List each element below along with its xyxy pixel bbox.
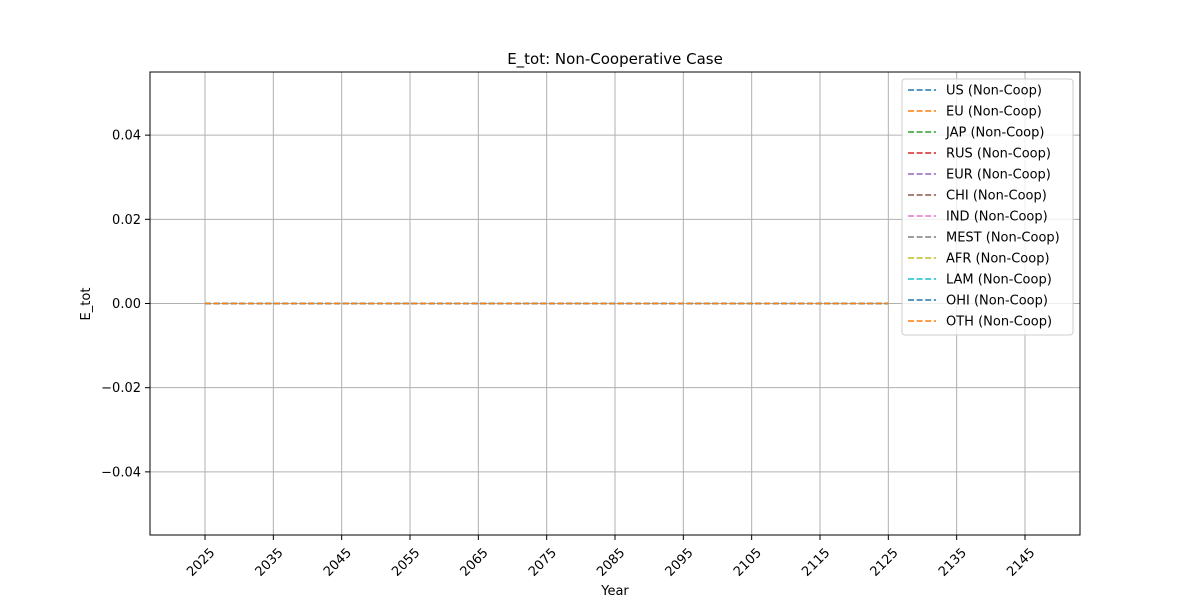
- legend-label: CHI (Non-Coop): [946, 189, 1047, 204]
- legend-label: EUR (Non-Coop): [946, 168, 1051, 183]
- legend-label: IND (Non-Coop): [946, 210, 1048, 225]
- chart-title: E_tot: Non-Cooperative Case: [507, 50, 723, 69]
- y-tick-label: 0.04: [112, 129, 141, 144]
- legend-label: EU (Non-Coop): [946, 105, 1042, 120]
- legend-label: MEST (Non-Coop): [946, 231, 1060, 246]
- legend-label: LAM (Non-Coop): [946, 273, 1052, 288]
- y-tick-label: 0.00: [112, 297, 141, 312]
- y-axis-label: E_tot: [79, 288, 94, 321]
- legend-label: US (Non-Coop): [946, 84, 1042, 99]
- legend-label: OTH (Non-Coop): [946, 315, 1052, 330]
- x-axis-label: Year: [600, 584, 629, 599]
- y-tick-label: 0.02: [112, 213, 141, 228]
- legend-label: RUS (Non-Coop): [946, 147, 1051, 162]
- y-tick-label: −0.04: [101, 465, 141, 480]
- legend-box: [901, 78, 1074, 336]
- legend-label: JAP (Non-Coop): [945, 126, 1044, 141]
- y-axis: −0.04 −0.02 0.00 0.02 0.04: [101, 129, 150, 480]
- y-tick-label: −0.02: [101, 381, 141, 396]
- legend-label: OHI (Non-Coop): [946, 294, 1048, 309]
- legend: US (Non-Coop) EU (Non-Coop) JAP (Non-Coop)…: [901, 78, 1074, 336]
- legend-label: AFR (Non-Coop): [946, 252, 1050, 267]
